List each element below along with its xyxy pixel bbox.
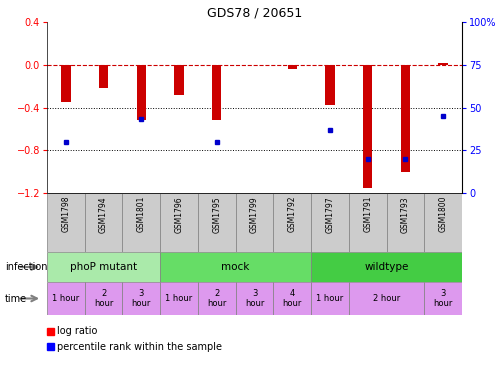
- Bar: [122, 193, 160, 252]
- Bar: [439, 63, 448, 65]
- Text: 3
hour: 3 hour: [132, 289, 151, 308]
- Bar: [160, 282, 198, 315]
- Text: GSM1794: GSM1794: [99, 196, 108, 232]
- Bar: [401, 65, 410, 172]
- Text: GSM1801: GSM1801: [137, 196, 146, 232]
- Bar: [212, 65, 222, 120]
- Bar: [311, 282, 349, 315]
- Bar: [160, 193, 198, 252]
- Text: 1 hour: 1 hour: [166, 294, 193, 303]
- Bar: [47, 252, 160, 282]
- Text: 4
hour: 4 hour: [282, 289, 302, 308]
- Bar: [349, 193, 387, 252]
- Text: GSM1792: GSM1792: [288, 196, 297, 232]
- Bar: [47, 282, 85, 315]
- Text: phoP mutant: phoP mutant: [70, 262, 137, 272]
- Text: 2
hour: 2 hour: [207, 289, 227, 308]
- Bar: [122, 282, 160, 315]
- Bar: [325, 65, 335, 105]
- Bar: [47, 343, 54, 350]
- Text: 2
hour: 2 hour: [94, 289, 113, 308]
- Text: ■: ■: [0, 365, 1, 366]
- Text: GSM1793: GSM1793: [401, 196, 410, 232]
- Text: wildtype: wildtype: [364, 262, 409, 272]
- Text: log ratio: log ratio: [57, 326, 97, 336]
- Bar: [85, 193, 122, 252]
- Bar: [311, 252, 462, 282]
- Text: GSM1796: GSM1796: [175, 196, 184, 232]
- Text: percentile rank within the sample: percentile rank within the sample: [57, 341, 222, 351]
- Text: GSM1795: GSM1795: [212, 196, 221, 232]
- Text: GSM1791: GSM1791: [363, 196, 372, 232]
- Text: 3
hour: 3 hour: [245, 289, 264, 308]
- Bar: [236, 193, 273, 252]
- Bar: [236, 282, 273, 315]
- Bar: [61, 65, 70, 102]
- Bar: [47, 193, 85, 252]
- Bar: [273, 193, 311, 252]
- Bar: [387, 193, 424, 252]
- Text: GSM1797: GSM1797: [325, 196, 334, 232]
- Text: GSM1798: GSM1798: [61, 196, 70, 232]
- Text: ■  log ratio: ■ log ratio: [0, 365, 1, 366]
- Bar: [349, 282, 424, 315]
- Bar: [198, 282, 236, 315]
- Bar: [363, 65, 372, 188]
- Text: 1 hour: 1 hour: [52, 294, 79, 303]
- Text: mock: mock: [222, 262, 250, 272]
- Bar: [424, 282, 462, 315]
- Bar: [424, 193, 462, 252]
- Bar: [47, 328, 54, 335]
- Bar: [174, 65, 184, 95]
- Text: infection: infection: [5, 262, 47, 272]
- Bar: [99, 65, 108, 88]
- Text: time: time: [5, 294, 27, 303]
- Bar: [85, 282, 122, 315]
- Text: 1 hour: 1 hour: [316, 294, 344, 303]
- Bar: [137, 65, 146, 120]
- Text: ■  percentile rank within the sample: ■ percentile rank within the sample: [0, 365, 1, 366]
- Bar: [311, 193, 349, 252]
- Bar: [273, 282, 311, 315]
- Text: GSM1800: GSM1800: [439, 196, 448, 232]
- Bar: [160, 252, 311, 282]
- Text: GSM1799: GSM1799: [250, 196, 259, 232]
- Text: ■: ■: [0, 365, 1, 366]
- Bar: [287, 65, 297, 69]
- Title: GDS78 / 20651: GDS78 / 20651: [207, 7, 302, 19]
- Text: 2 hour: 2 hour: [373, 294, 400, 303]
- Bar: [198, 193, 236, 252]
- Text: 3
hour: 3 hour: [434, 289, 453, 308]
